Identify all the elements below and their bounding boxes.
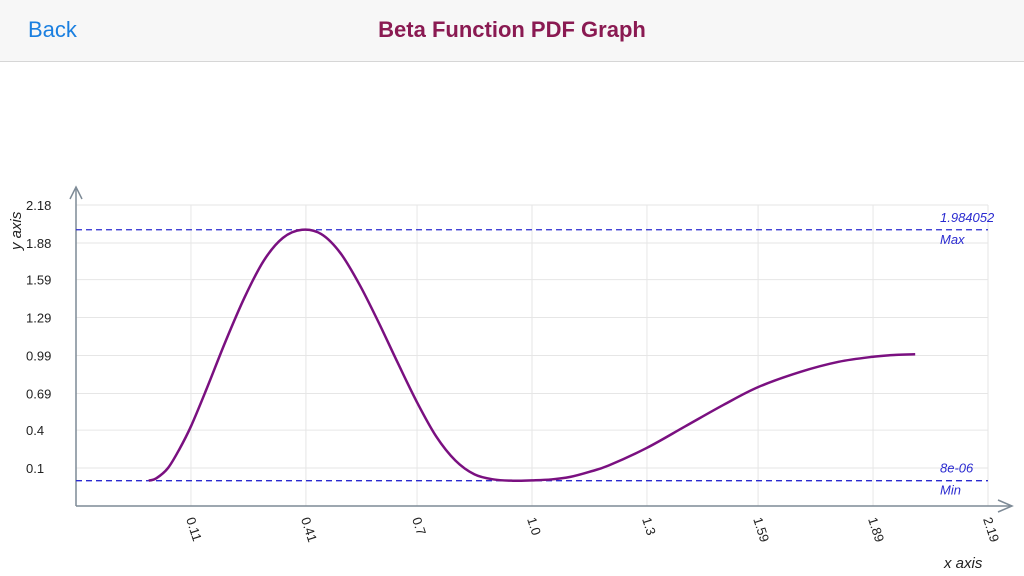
x-axis-arrow [997, 499, 1014, 513]
y-tick-label: 2.18 [26, 198, 51, 213]
navigation-bar: Back Beta Function PDF Graph [0, 0, 1024, 62]
x-tick-label: 1.89 [865, 515, 887, 544]
x-tick-label: 0.41 [298, 515, 320, 544]
reference-value-label: 1.984052 [940, 210, 995, 225]
y-tick-label: 1.88 [26, 236, 51, 251]
y-tick-label: 0.99 [26, 349, 51, 364]
x-tick-label: 0.11 [183, 515, 205, 543]
y-tick-label: 0.1 [26, 461, 44, 476]
x-tick-label: 1.3 [639, 515, 659, 537]
series-line [148, 228, 916, 482]
page-title: Beta Function PDF Graph [378, 17, 646, 42]
y-tick-label: 0.4 [26, 423, 44, 438]
x-tick-label: 1.0 [524, 515, 544, 537]
x-tick-label: 2.19 [980, 515, 1002, 544]
y-tick-label: 1.29 [26, 311, 51, 326]
y-axis-title: y axis [8, 211, 25, 251]
reference-name-label: Min [940, 483, 961, 498]
x-axis-title: x axis [943, 555, 983, 572]
x-tick-label: 0.7 [409, 515, 429, 537]
reference-name-label: Max [940, 232, 965, 247]
reference-value-label: 8e-06 [940, 461, 974, 476]
y-axis-arrow [69, 185, 83, 200]
y-tick-label: 1.59 [26, 273, 51, 288]
y-tick-label: 0.69 [26, 386, 51, 401]
x-tick-label: 1.59 [750, 515, 772, 544]
back-button[interactable]: Back [28, 17, 77, 42]
